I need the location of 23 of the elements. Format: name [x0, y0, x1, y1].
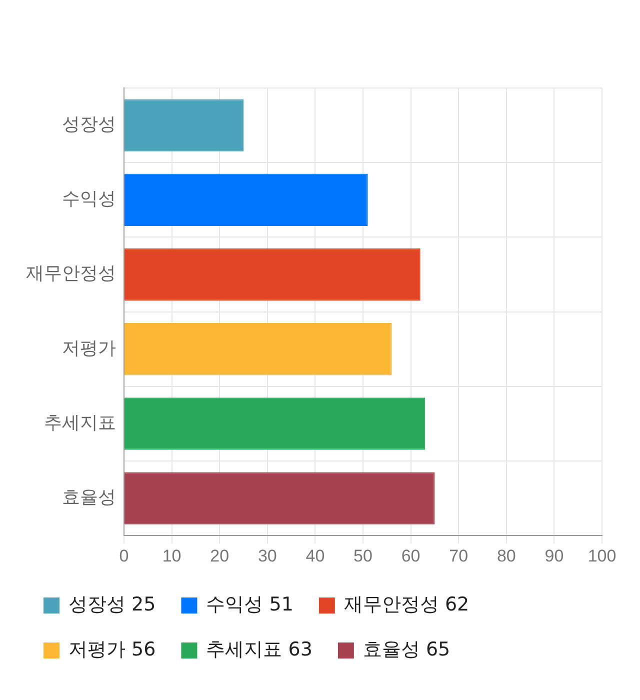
- x-tick-label: 20: [210, 546, 230, 566]
- x-tick-label: 100: [588, 546, 616, 566]
- x-tick-label: 90: [544, 546, 564, 566]
- y-tick-label: 저평가: [62, 338, 116, 359]
- x-tick-label: 40: [306, 546, 325, 566]
- legend-label: 재무안정성 62: [344, 593, 470, 616]
- legend-label: 추세지표 63: [206, 638, 312, 660]
- x-tick-label: 50: [354, 546, 372, 566]
- y-tick-label: 추세지표: [44, 412, 116, 434]
- y-tick-label: 효율성: [62, 486, 116, 508]
- legend-label: 저평가 56: [68, 638, 156, 660]
- y-tick-label: 수익성: [62, 188, 116, 210]
- x-tick-label: 60: [401, 546, 420, 566]
- legend-label: 성장성 25: [68, 593, 156, 616]
- y-tick-label: 재무안정성: [26, 263, 116, 284]
- legend-label: 수익성 51: [206, 593, 294, 616]
- x-tick-label: 30: [258, 546, 277, 566]
- x-tick-label: 70: [449, 546, 468, 566]
- x-tick-label: 0: [119, 546, 129, 566]
- x-tick-label: 10: [162, 546, 182, 566]
- y-tick-label: 성장성: [62, 114, 116, 135]
- legend-label: 효율성 65: [362, 638, 450, 660]
- x-tick-label: 80: [496, 546, 516, 566]
